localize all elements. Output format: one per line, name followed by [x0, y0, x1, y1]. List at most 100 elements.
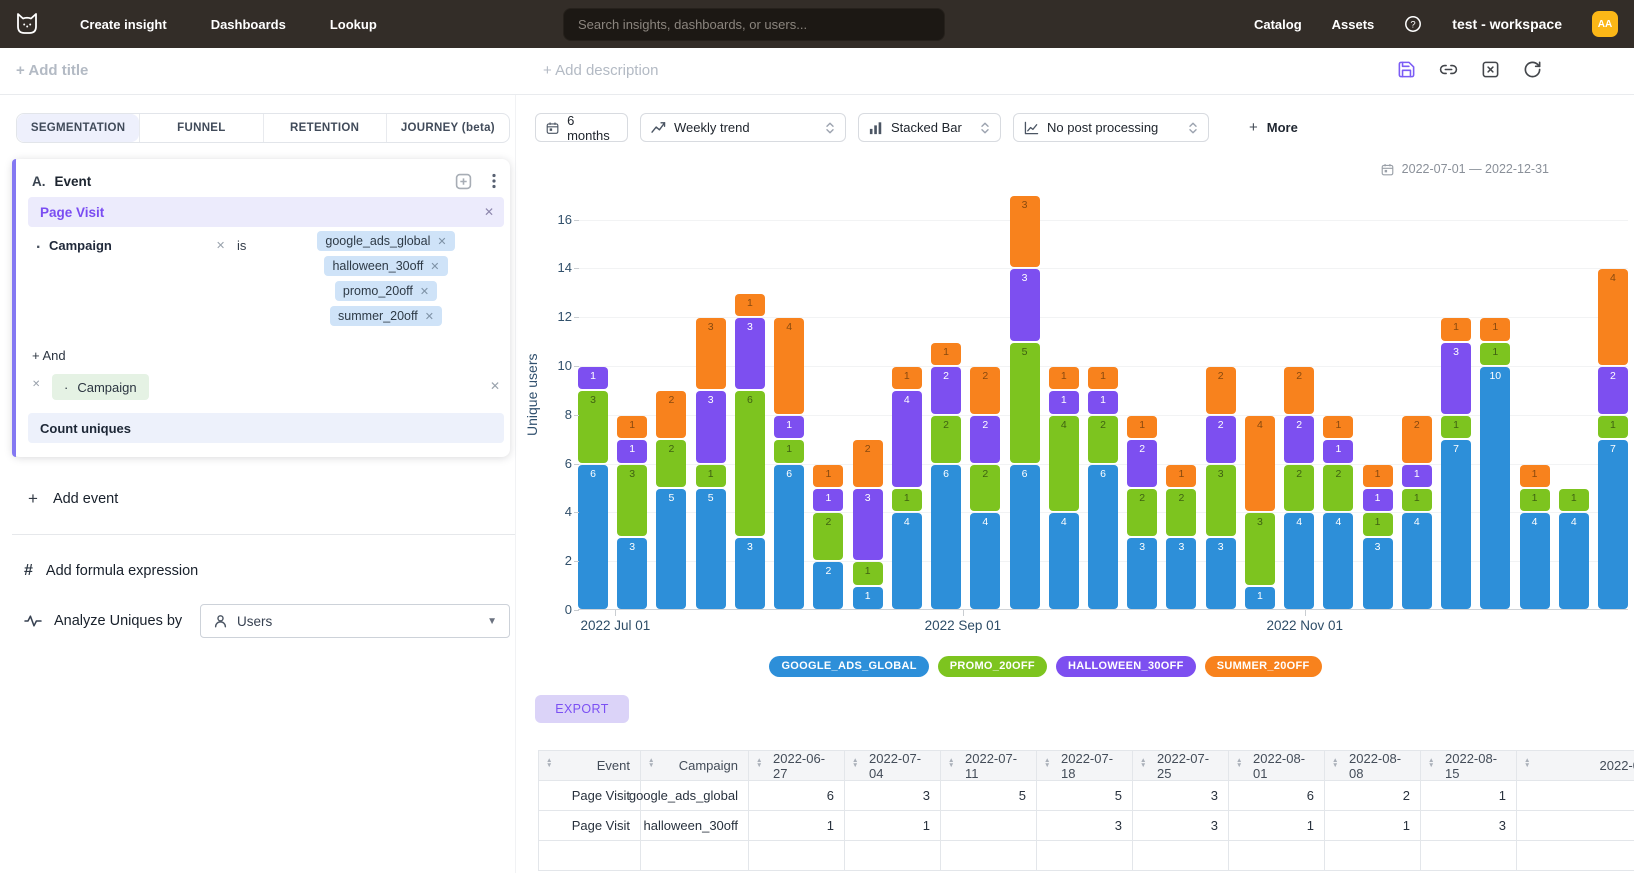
bar-segment[interactable]: 2	[931, 367, 962, 414]
column-header[interactable]: ▲▼ 2022-08-22	[1517, 751, 1634, 781]
bar-segment[interactable]: 1	[1087, 391, 1118, 414]
remove-breakdown-icon[interactable]: ✕	[32, 379, 41, 390]
breakdown-chip[interactable]: · Campaign	[52, 374, 149, 400]
add-and-condition[interactable]: + And	[32, 348, 66, 363]
bar-segment[interactable]: 4	[774, 318, 805, 414]
more-options-button[interactable]: + More	[1249, 119, 1298, 136]
bar-segment[interactable]: 1	[891, 367, 922, 390]
bar-segment[interactable]: 1	[1166, 464, 1197, 487]
bar-segment[interactable]: 1	[1401, 489, 1432, 512]
bar-segment[interactable]: 6	[774, 464, 805, 609]
bar-segment[interactable]: 3	[578, 391, 608, 463]
bar-segment[interactable]: 4	[1048, 513, 1079, 609]
bar-segment[interactable]: 4	[1244, 415, 1275, 512]
bar-segment[interactable]: 1	[774, 440, 805, 463]
bar-segment[interactable]: 3	[1362, 537, 1393, 609]
legend-pill-google_ads_global[interactable]: GOOGLE_ADS_GLOBAL	[769, 656, 929, 677]
add-formula-button[interactable]: # Add formula expression	[24, 562, 199, 579]
bar-segment[interactable]: 3	[1205, 537, 1236, 609]
bar-segment[interactable]: 3	[617, 537, 648, 609]
column-header[interactable]: ▲ ▼ 2022-08-08	[1325, 751, 1421, 781]
bar-segment[interactable]: 1	[1597, 415, 1628, 439]
bar-segment[interactable]: 10	[1480, 367, 1511, 609]
user-avatar[interactable]: AA	[1592, 11, 1618, 37]
add-title-button[interactable]: + Add title	[16, 62, 89, 79]
bar-segment[interactable]: 2	[1284, 415, 1315, 463]
sort-icon[interactable]: ▲ ▼	[756, 757, 763, 769]
bar-segment[interactable]: 1	[1048, 367, 1079, 390]
bar-segment[interactable]: 4	[891, 513, 922, 609]
bar-segment[interactable]: 2	[1127, 440, 1158, 487]
bar-segment[interactable]: 2	[1127, 489, 1158, 536]
bar-segment[interactable]: 2	[1323, 464, 1354, 512]
bar-segment[interactable]: 2	[970, 464, 1001, 512]
bar-segment[interactable]: 2	[1166, 489, 1197, 536]
sort-icon[interactable]: ▲ ▼	[1236, 757, 1243, 769]
bar-segment[interactable]: 1	[931, 342, 962, 365]
remove-chip-icon[interactable]: ✕	[430, 260, 440, 273]
nav-item-create-insight[interactable]: Create insight	[80, 16, 167, 32]
bar-segment[interactable]: 3	[1009, 196, 1040, 268]
bar-segment[interactable]: 2	[1205, 415, 1236, 463]
bar-segment[interactable]: 2	[656, 391, 687, 439]
bar-segment[interactable]: 3	[695, 318, 726, 390]
sort-icon[interactable]: ▲ ▼	[948, 757, 955, 769]
bar-segment[interactable]: 1	[1362, 464, 1393, 487]
column-header[interactable]: ▲ ▼ 2022-07-18	[1037, 751, 1133, 781]
sort-icon[interactable]: ▲ ▼	[546, 757, 553, 769]
column-header[interactable]: ▲ ▼ Event	[539, 751, 641, 781]
bar-segment[interactable]: 1	[734, 293, 765, 317]
sort-icon[interactable]: ▲ ▼	[1524, 757, 1531, 769]
bar-segment[interactable]: 6	[578, 464, 608, 609]
bar-segment[interactable]: 5	[1009, 342, 1040, 463]
bar-segment[interactable]: 1	[1362, 489, 1393, 512]
tab-funnel[interactable]: FUNNEL	[139, 114, 262, 142]
legend-pill-promo_20off[interactable]: PROMO_20OFF	[937, 656, 1047, 677]
column-header[interactable]: ▲ ▼ 2022-08-01	[1229, 751, 1325, 781]
bar-segment[interactable]: 1	[813, 464, 844, 487]
sort-icon[interactable]: ▲ ▼	[1044, 757, 1051, 769]
date-preset-button[interactable]: 6 months	[535, 113, 628, 143]
clear-breakdown-icon[interactable]: ✕	[489, 379, 500, 393]
bar-segment[interactable]: 3	[1205, 464, 1236, 536]
bar-segment[interactable]: 2	[1401, 415, 1432, 463]
filter-value-chip[interactable]: google_ads_global ✕	[317, 231, 455, 251]
bar-segment[interactable]: 2	[970, 415, 1001, 463]
remove-filter-property-icon[interactable]: ✕	[216, 240, 226, 252]
bar-segment[interactable]: 2	[813, 513, 844, 561]
bar-segment[interactable]: 1	[1441, 318, 1472, 341]
bar-segment[interactable]: 1	[1480, 342, 1511, 365]
bar-segment[interactable]: 1	[1519, 464, 1550, 487]
bar-segment[interactable]: 7	[1441, 440, 1472, 609]
bar-segment[interactable]: 2	[813, 562, 844, 609]
bar-segment[interactable]: 5	[695, 489, 726, 609]
cat-logo-icon[interactable]	[12, 11, 42, 38]
bar-segment[interactable]: 1	[852, 562, 883, 585]
bar-segment[interactable]: 1	[1048, 391, 1079, 414]
bar-segment[interactable]: 5	[656, 489, 687, 609]
sort-icon[interactable]: ▲ ▼	[852, 757, 859, 769]
bar-segment[interactable]: 3	[852, 489, 883, 561]
column-header[interactable]: ▲ ▼ 2022-07-04	[845, 751, 941, 781]
bar-segment[interactable]: 7	[1597, 440, 1628, 609]
nav-item-assets[interactable]: Assets	[1331, 16, 1375, 32]
bar-segment[interactable]: 1	[695, 464, 726, 487]
bar-segment[interactable]: 2	[1205, 367, 1236, 414]
bar-segment[interactable]: 6	[931, 464, 962, 609]
duplicate-event-icon[interactable]	[455, 173, 472, 190]
bar-segment[interactable]: 2	[970, 367, 1001, 414]
bar-segment[interactable]: 6	[1087, 464, 1118, 609]
bar-segment[interactable]: 2	[931, 415, 962, 463]
bar-segment[interactable]: 6	[734, 391, 765, 536]
refresh-icon[interactable]	[1523, 60, 1542, 79]
bar-segment[interactable]: 2	[656, 440, 687, 487]
add-description-button[interactable]: + Add description	[543, 62, 659, 79]
workspace-name[interactable]: test - workspace	[1452, 16, 1562, 32]
bar-segment[interactable]: 1	[1480, 318, 1511, 341]
legend-pill-halloween_30off[interactable]: HALLOWEEN_30OFF	[1055, 656, 1196, 677]
bar-segment[interactable]: 1	[1558, 489, 1589, 512]
legend-pill-summer_20off[interactable]: SUMMER_20OFF	[1204, 656, 1322, 677]
bar-segment[interactable]: 3	[617, 464, 648, 536]
bar-segment[interactable]: 2	[1284, 367, 1315, 414]
bar-segment[interactable]: 1	[1401, 464, 1432, 487]
